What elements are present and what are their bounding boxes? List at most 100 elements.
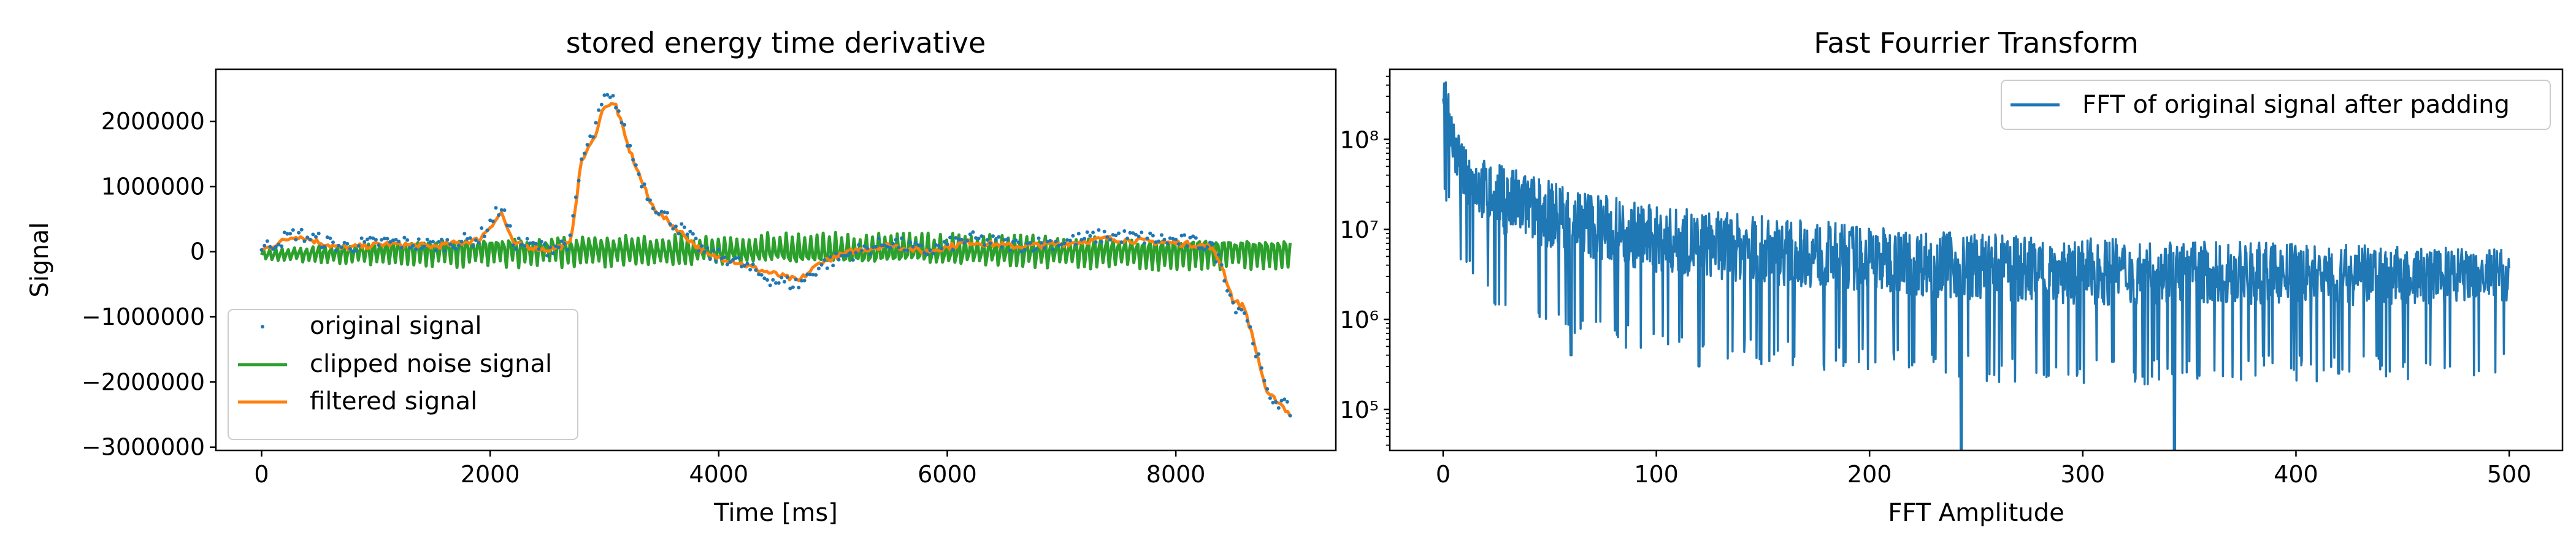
x-tick-label: 8000 <box>1146 461 1206 488</box>
original-signal-point <box>974 236 978 240</box>
original-signal-point <box>819 263 824 267</box>
original-signal-point <box>465 237 469 241</box>
original-signal-point <box>1202 248 1206 252</box>
original-signal-point <box>1100 240 1103 244</box>
original-signal-point <box>776 281 781 285</box>
original-signal-point <box>274 245 278 249</box>
original-signal-point <box>351 249 355 254</box>
original-signal-point <box>814 273 818 277</box>
original-signal-point <box>1062 241 1067 246</box>
original-signal-point <box>714 259 718 264</box>
original-signal-point <box>473 238 478 242</box>
original-signal-point <box>308 237 312 241</box>
clipped-noise-line <box>260 230 1292 272</box>
original-signal-point <box>1145 236 1149 240</box>
original-signal-point <box>1071 233 1075 238</box>
original-signal-point <box>765 278 769 282</box>
original-signal-point <box>883 243 886 248</box>
original-signal-point <box>859 249 864 253</box>
x-tick-label: 0 <box>1436 461 1451 488</box>
original-signal-point <box>345 241 350 246</box>
original-signal-point <box>288 232 293 236</box>
original-signal-point <box>1059 242 1064 246</box>
original-signal-point <box>840 254 844 258</box>
original-signal-point <box>1200 246 1204 250</box>
original-signal-point <box>619 121 624 125</box>
original-signal-point <box>1228 293 1232 297</box>
original-signal-point <box>628 143 632 148</box>
original-signal-point <box>302 239 307 243</box>
original-signal-point <box>1019 249 1024 254</box>
original-signal-point <box>605 93 610 97</box>
original-signal-point <box>640 184 644 189</box>
original-signal-point <box>1111 233 1115 237</box>
original-signal-point <box>611 94 615 98</box>
original-signal-point <box>585 143 589 147</box>
original-signal-point <box>1125 237 1129 240</box>
original-signal-point <box>623 123 627 127</box>
original-signal-point <box>374 238 378 242</box>
original-signal-point <box>591 135 595 139</box>
original-signal-point <box>323 245 326 249</box>
original-signal-point <box>508 224 512 228</box>
original-signal-point <box>388 240 393 244</box>
original-signal-point <box>1128 230 1132 235</box>
original-signal-point <box>751 262 755 267</box>
plot-frame <box>1389 68 2564 452</box>
original-signal-point <box>531 241 535 245</box>
original-signal-point <box>822 258 827 262</box>
original-signal-point <box>1148 231 1152 235</box>
original-signal-point <box>680 222 684 226</box>
original-signal-point <box>702 250 707 254</box>
original-signal-point <box>1037 236 1041 240</box>
original-signal-point <box>677 232 681 236</box>
original-signal-point <box>548 245 552 249</box>
original-signal-point <box>697 249 701 253</box>
original-signal-point <box>1225 289 1229 293</box>
original-signal-point <box>523 244 527 248</box>
original-signal-point <box>277 243 281 247</box>
original-signal-point <box>1045 240 1049 244</box>
original-signal-point <box>816 267 821 271</box>
original-signal-point <box>1288 414 1292 418</box>
original-signal-point <box>1154 240 1158 245</box>
original-signal-point <box>1254 354 1258 359</box>
original-signal-point <box>580 157 584 161</box>
original-signal-point <box>559 239 564 243</box>
original-signal-point <box>737 256 741 260</box>
original-signal-point <box>734 256 738 260</box>
original-signal-point <box>1054 240 1058 244</box>
original-signal-point <box>857 243 861 247</box>
left-plot-area: 0 2000 4000 6000 8000 2000000 1000000 0 −1000000… <box>26 26 1337 527</box>
original-signal-point <box>1094 240 1098 245</box>
original-signal-point <box>1091 230 1095 235</box>
original-signal-point <box>1205 245 1209 249</box>
y-tick-label: 2000000 <box>101 108 205 135</box>
original-signal-point <box>271 247 275 251</box>
original-signal-point <box>456 243 461 248</box>
original-signal-point <box>263 243 267 248</box>
original-signal-point <box>1057 243 1061 248</box>
original-signal-point <box>811 273 815 277</box>
original-signal-point <box>1265 387 1270 391</box>
right-plot-area: 0 100 200 300 400 500 10⁵ 10⁶ 10⁷ 10⁸ Fast Fourrie… <box>1340 26 2564 527</box>
original-signal-point <box>1162 237 1167 241</box>
original-signal-point <box>1076 232 1081 236</box>
original-signal-point <box>423 245 426 249</box>
original-signal-point <box>876 237 881 241</box>
original-signal-point <box>1176 242 1181 246</box>
legend-box <box>228 309 578 440</box>
original-signal-point <box>542 243 546 247</box>
legend-label: FFT of original signal after padding <box>2082 91 2510 119</box>
original-signal-point <box>411 243 415 248</box>
original-signal-point <box>368 235 372 240</box>
original-signal-point <box>1065 238 1070 242</box>
original-signal-point <box>762 276 767 281</box>
original-signal-point <box>1102 229 1106 233</box>
original-signal-point <box>1171 237 1175 241</box>
original-signal-point <box>511 243 515 248</box>
original-signal-point <box>608 95 612 99</box>
original-signal-point <box>994 238 998 242</box>
x-tick-label: 200 <box>1847 461 1892 488</box>
